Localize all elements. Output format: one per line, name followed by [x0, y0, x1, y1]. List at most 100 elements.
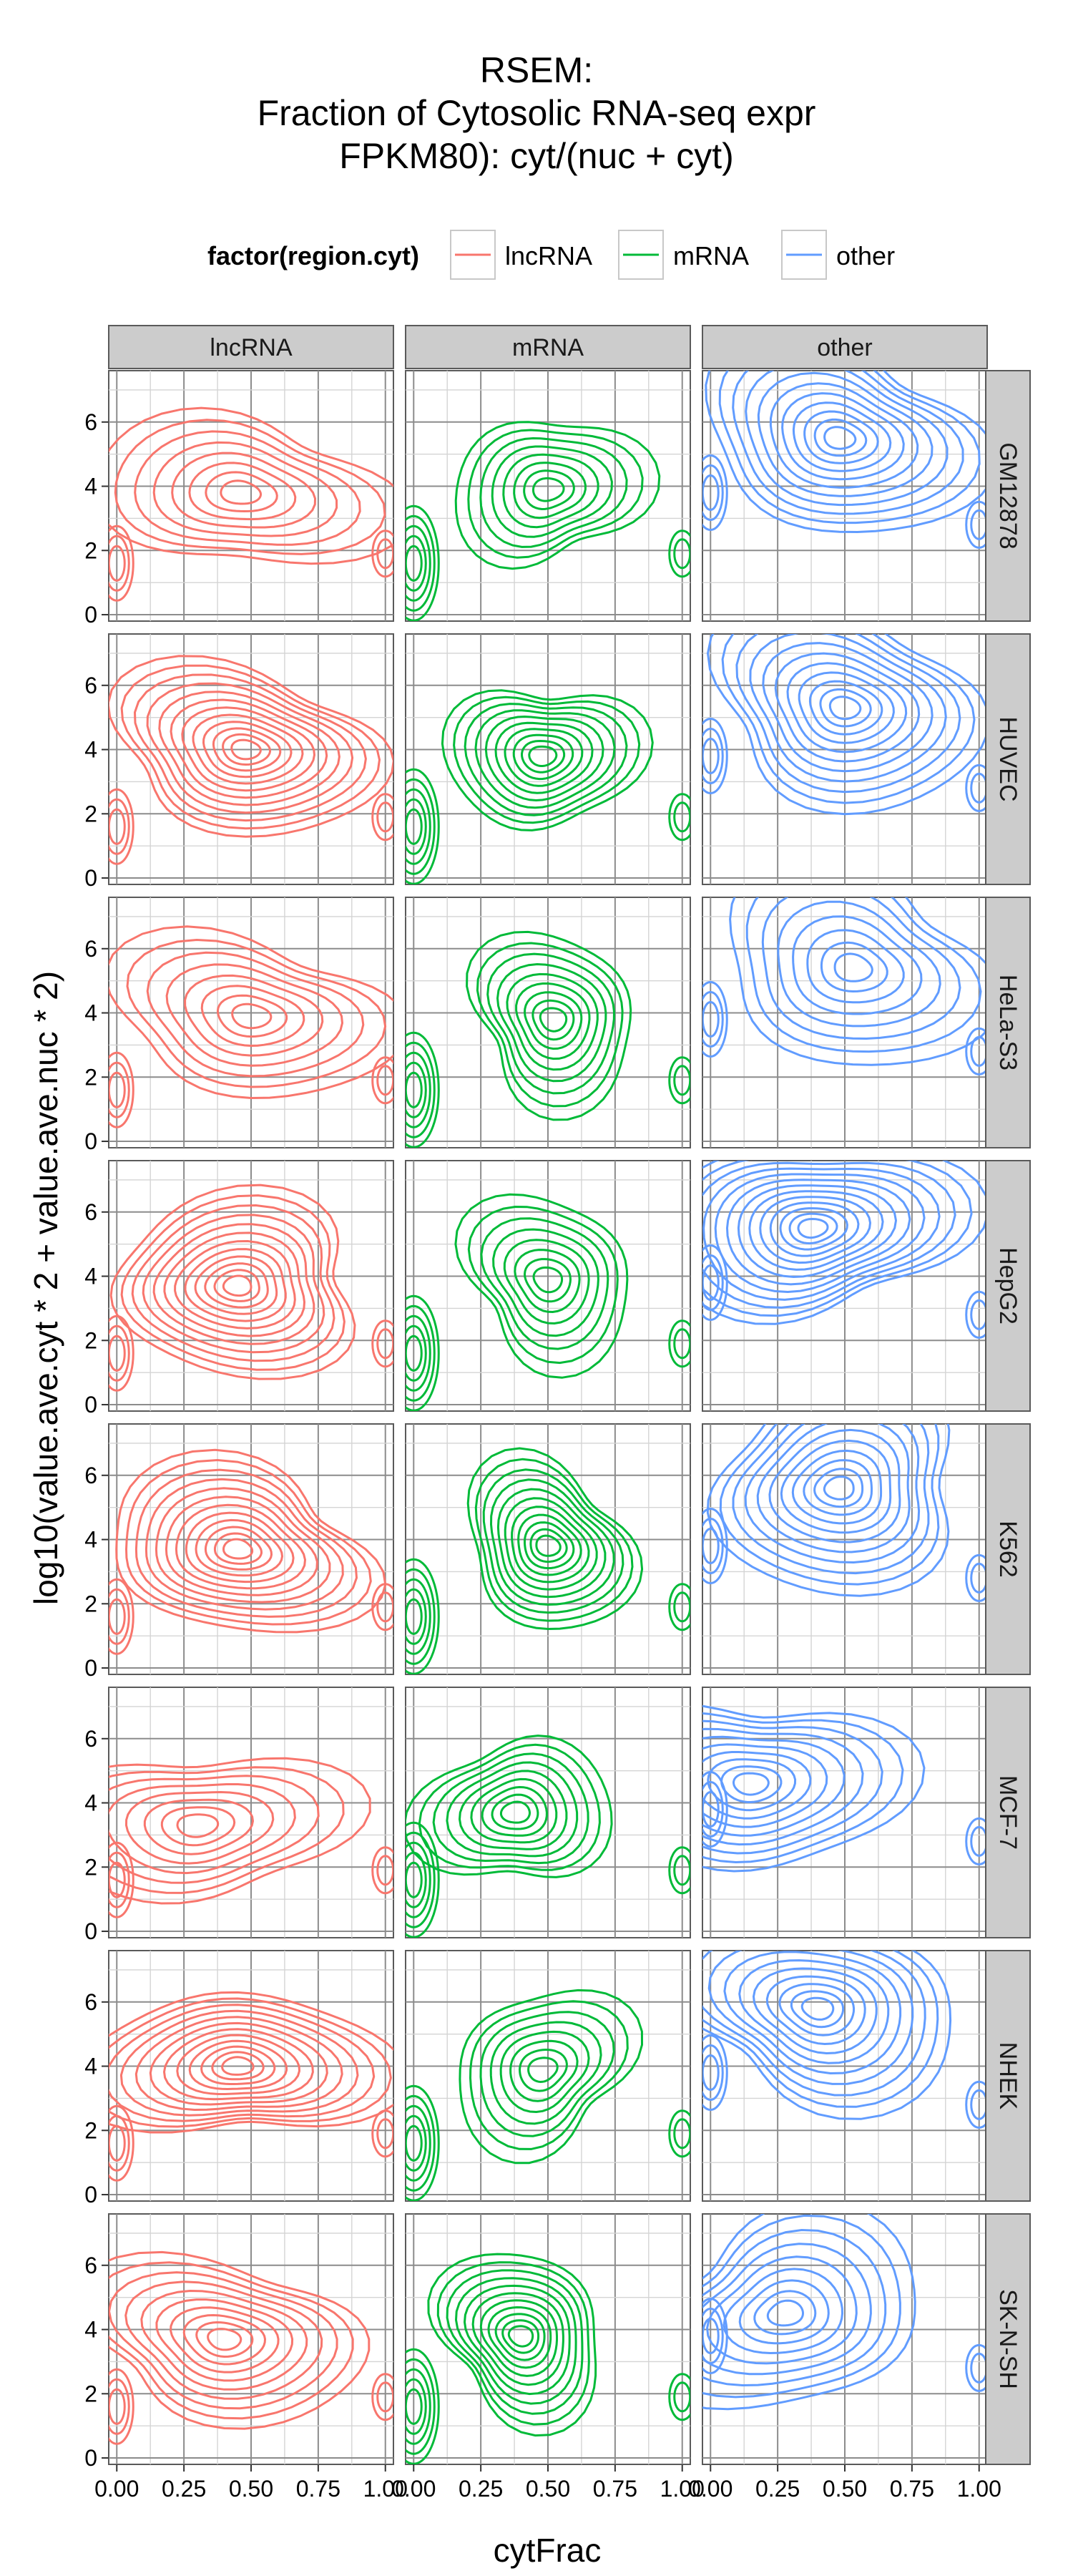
- y-tick-label: 6: [84, 1463, 97, 1488]
- contour-line: [732, 1772, 770, 1796]
- contour-line: [469, 2000, 629, 2150]
- edge-contour-left: [406, 1071, 423, 1108]
- contour-line: [528, 745, 558, 767]
- contour-line: [146, 951, 365, 1078]
- edge-contour-right: [673, 1855, 690, 1886]
- edge-contour-left: [406, 2094, 436, 2192]
- panel-lncRNA-SK-N-SH: [108, 2213, 394, 2465]
- contour-line: [753, 2290, 817, 2336]
- contour-line: [467, 429, 644, 559]
- contour-line: [175, 1503, 307, 1590]
- contour-line: [803, 410, 879, 464]
- y-tick-label: 0: [84, 2182, 97, 2207]
- contour-line: [702, 1161, 987, 1325]
- strip-MCF-7: [985, 1687, 1031, 1938]
- edge-contour-left: [109, 1314, 134, 1392]
- strip-label-mRNA: mRNA: [512, 334, 584, 361]
- contour-line: [808, 680, 883, 736]
- contour-line: [707, 1951, 914, 2085]
- y-tick-label: 4: [84, 2054, 97, 2079]
- edge-contour-left: [406, 2084, 440, 2201]
- panel-content: [702, 1951, 987, 2201]
- contour-line: [454, 421, 661, 570]
- edge-contour-left: [702, 1508, 728, 1584]
- contour-line: [454, 2277, 577, 2405]
- panel-content: [406, 1951, 690, 2201]
- x-tick-label: 1.00: [363, 2476, 408, 2502]
- axes: 0 2 4 6 0 2 4 6 0 2 4 6 0 2 4 6 0 2 4 6 0 2 4 6 0 2 4 6 0 2 4 6 0.00 0.25…: [27, 409, 1001, 2569]
- contour-line: [184, 974, 324, 1057]
- contour-line: [195, 2321, 254, 2358]
- title-line-3: FPKM80): cyt/(nuc + cyt): [339, 136, 734, 176]
- contour-line: [732, 371, 964, 515]
- edge-contour-left: [109, 2104, 134, 2182]
- contour-line: [496, 1488, 607, 1599]
- edge-contour-left: [406, 1841, 431, 1918]
- edge-contour-left: [109, 2388, 126, 2425]
- contour-line: [798, 671, 895, 744]
- contour-line: [222, 733, 272, 766]
- edge-contour-left: [109, 1851, 130, 1908]
- y-tick-label: 6: [84, 1726, 97, 1752]
- contour-line: [492, 1228, 599, 1337]
- contour-line: [833, 952, 873, 982]
- contour-line: [531, 999, 575, 1041]
- contour-line: [806, 929, 905, 1004]
- edge-contour-right: [965, 1290, 987, 1339]
- edge-contour-left: [109, 1588, 130, 1645]
- contour-line: [163, 1231, 306, 1337]
- edge-contour-right: [673, 2118, 690, 2150]
- edge-contour-right: [673, 538, 690, 570]
- contour-line: [539, 1007, 568, 1033]
- panel-content: [109, 1687, 393, 1938]
- panel-content: [702, 1687, 987, 1938]
- panel-other-MCF-7: [702, 1687, 988, 1938]
- contour-line: [220, 479, 263, 505]
- title-line-1: RSEM:: [480, 50, 593, 90]
- edge-contour-left: [109, 1861, 126, 1898]
- edge-contour-left: [702, 1264, 720, 1302]
- contour-line: [487, 2306, 552, 2369]
- contour-line: [192, 713, 304, 785]
- contour-line: [109, 1775, 320, 1884]
- x-tick-label: 0.00: [391, 2476, 436, 2502]
- contour-line: [520, 739, 566, 774]
- strip-label-lncRNA: lncRNA: [210, 334, 293, 361]
- contour-line: [778, 1983, 856, 2036]
- edge-contour-left: [406, 535, 427, 592]
- edge-contour-left: [406, 788, 431, 865]
- edge-contour-left: [406, 2348, 440, 2464]
- panel-other-HepG2: [702, 1160, 988, 1412]
- contour-line: [155, 1487, 331, 1604]
- contour-line: [463, 2284, 571, 2396]
- y-tick-label: 0: [84, 1128, 97, 1154]
- contour-line: [466, 930, 632, 1121]
- panel-content: [406, 1687, 690, 1938]
- y-tick-label: 6: [84, 936, 97, 962]
- contour-line: [512, 733, 574, 781]
- edge-contour-right: [376, 1065, 393, 1096]
- contour-line: [144, 1478, 344, 1611]
- edge-contour-left: [406, 1031, 440, 1148]
- panel-mRNA-MCF-7: [405, 1687, 691, 1938]
- edge-contour-left: [406, 2388, 423, 2425]
- contour-line: [752, 1967, 878, 2055]
- panel-mRNA-HepG2: [405, 1160, 691, 1412]
- y-tick-label: 2: [84, 1064, 97, 1090]
- edge-contour-left: [406, 808, 423, 845]
- contour-line: [718, 371, 981, 525]
- contour-line: [735, 634, 961, 794]
- contour-line: [501, 2319, 540, 2354]
- contour-line: [181, 706, 316, 792]
- edge-contour-left: [406, 1568, 436, 1665]
- x-tick-label: 0.00: [94, 2476, 139, 2502]
- legend-label-mRNA: mRNA: [673, 241, 749, 270]
- x-tick-label: 0.50: [823, 2476, 867, 2502]
- y-tick-label: 6: [84, 1199, 97, 1225]
- contour-line: [453, 696, 641, 824]
- edge-contour-left: [109, 2378, 130, 2435]
- edge-contour-left: [406, 525, 431, 602]
- edge-contour-left: [406, 2124, 423, 2162]
- contour-line: [126, 938, 387, 1088]
